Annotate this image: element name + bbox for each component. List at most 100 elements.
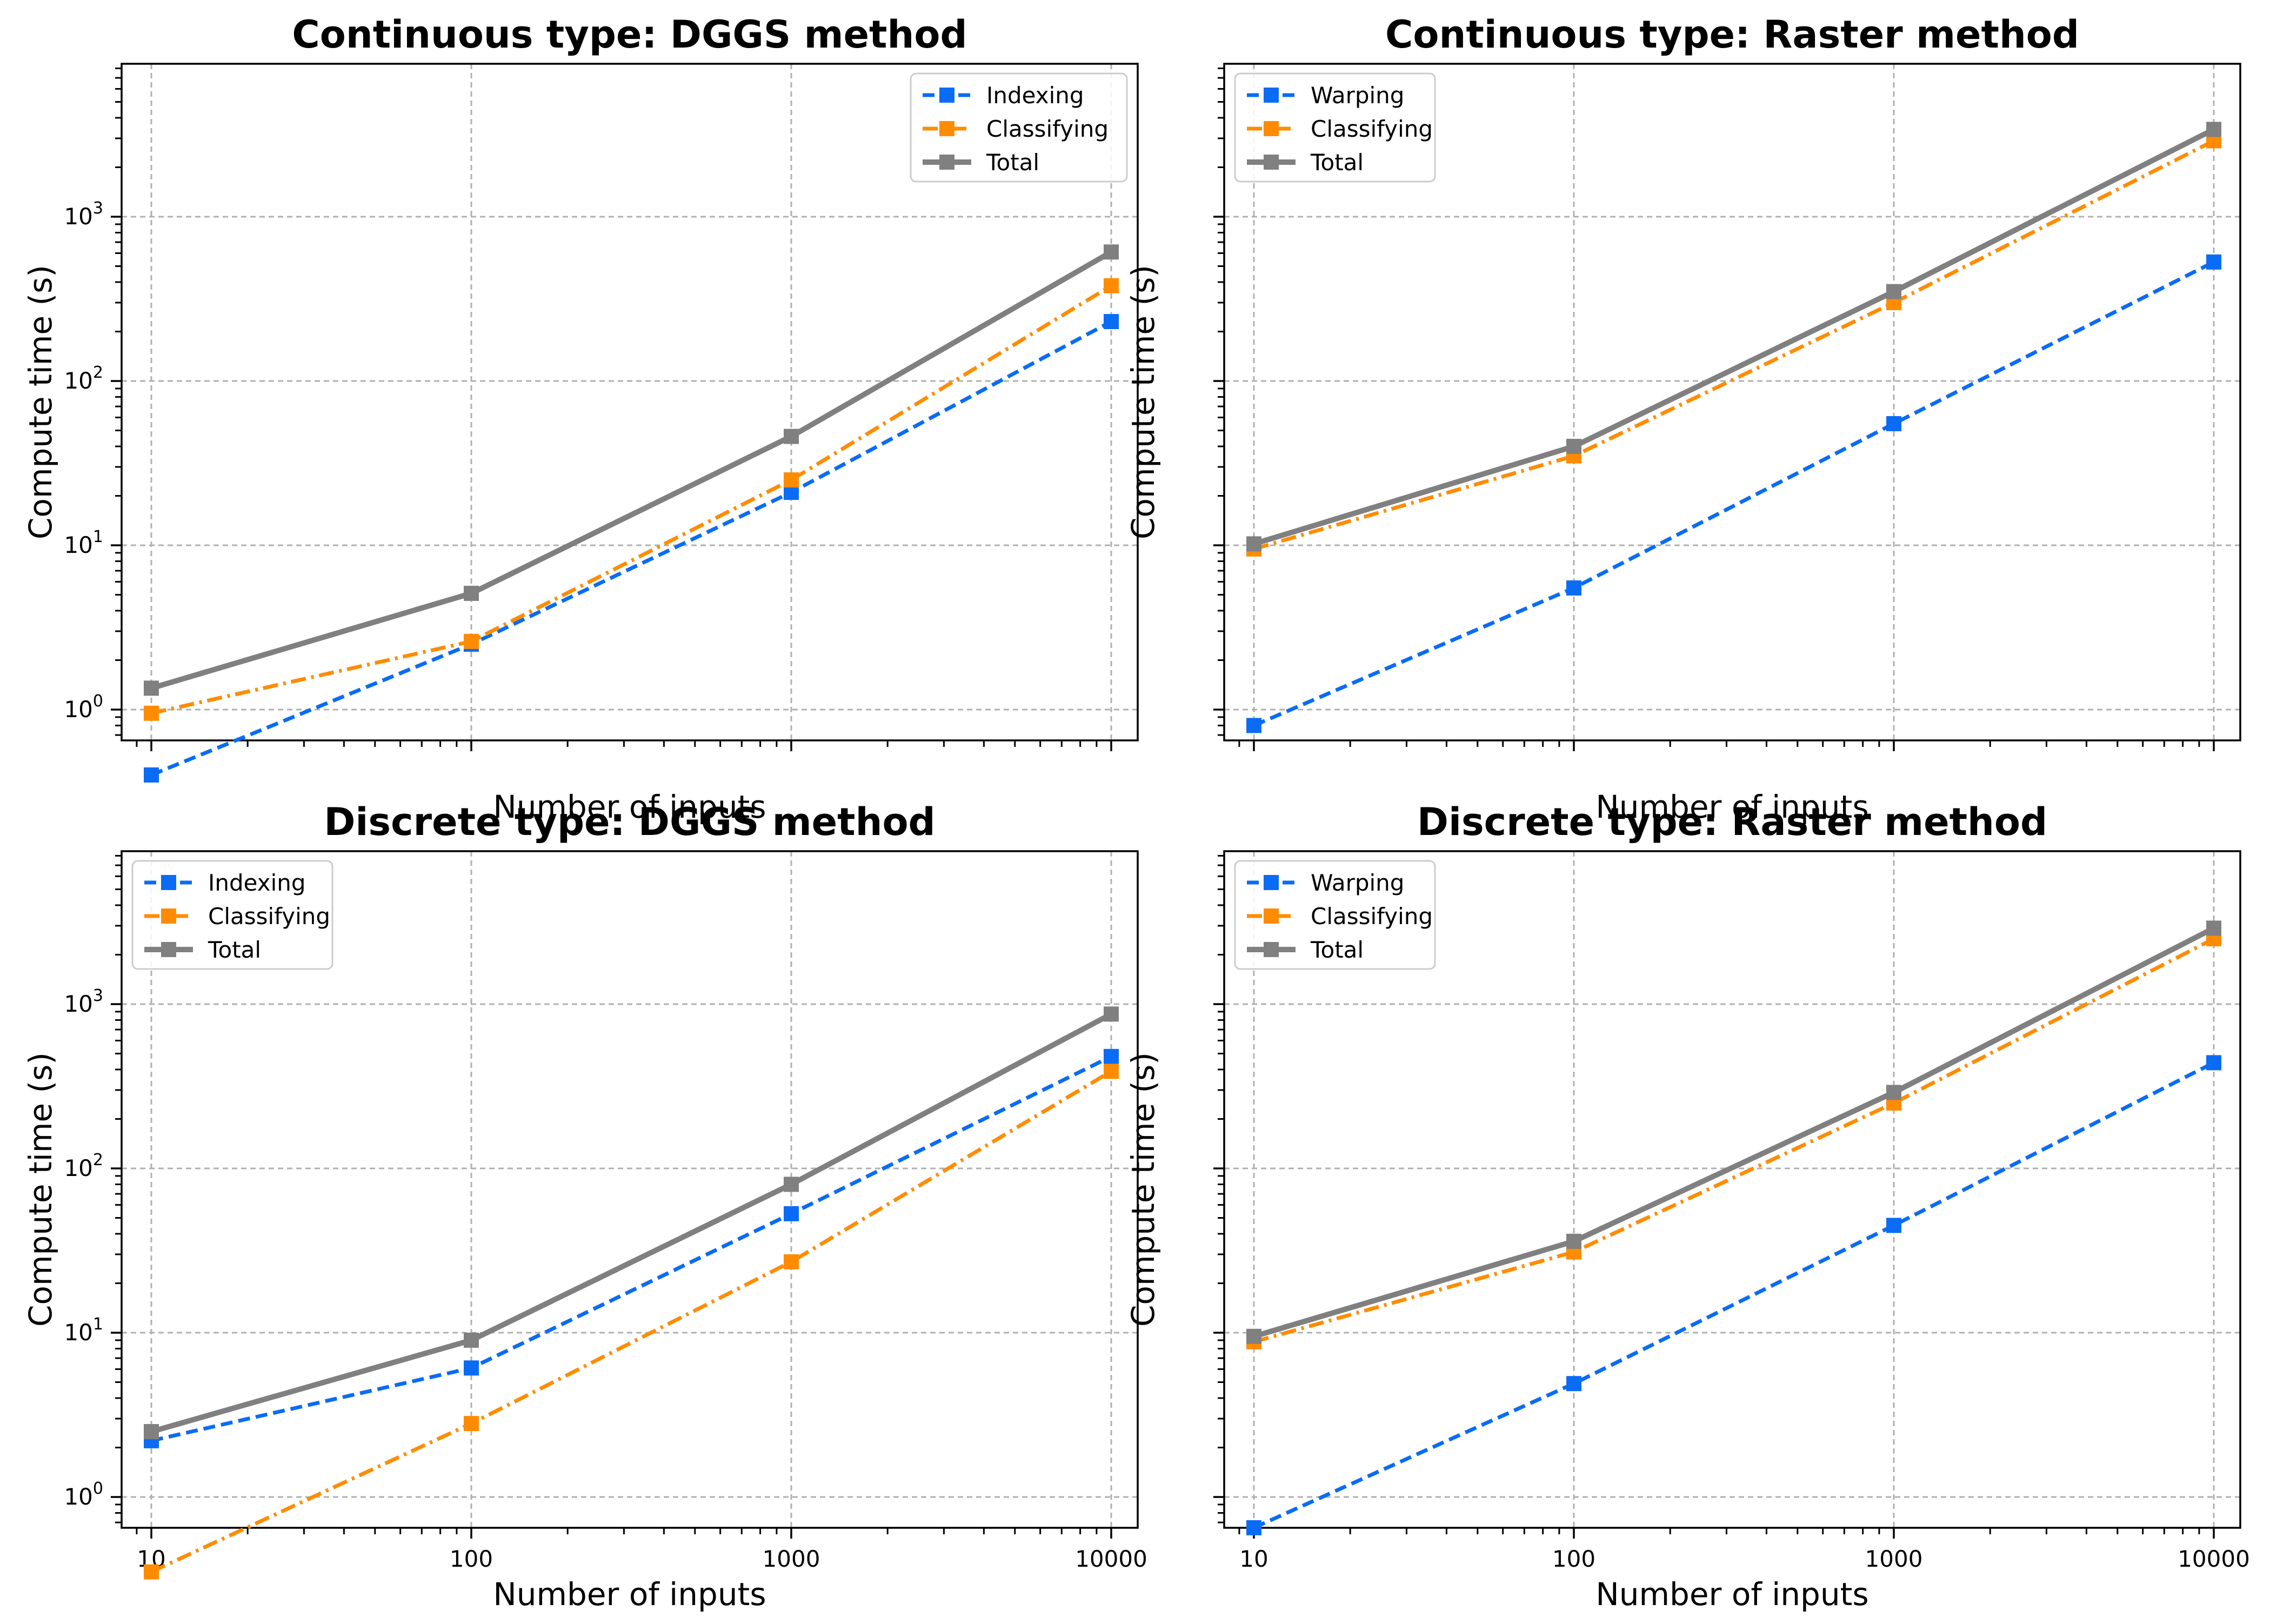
- data-point-total: [2206, 920, 2221, 936]
- legend-label: Total: [208, 937, 261, 963]
- x-tick-label: 1000: [1865, 1546, 1923, 1572]
- legend-label: Classifying: [1311, 116, 1433, 142]
- plot-frame: [1223, 850, 2241, 1529]
- series-line-total: [1253, 126, 2215, 547]
- legend-swatch-marker: [1264, 88, 1279, 103]
- data-point-classifying: [144, 1564, 159, 1580]
- legend-swatch-marker: [161, 942, 176, 957]
- data-point-total: [1886, 1085, 1901, 1100]
- series-line-total: [150, 249, 1113, 691]
- y-axis-label: Compute time (s): [1125, 265, 1161, 539]
- legend: Warping Classifying Total: [1234, 72, 1436, 183]
- data-point-classifying: [784, 472, 799, 488]
- data-point-warping: [2206, 1055, 2221, 1071]
- y-tick-label: 103: [64, 986, 103, 1017]
- legend-box: [910, 72, 1128, 183]
- plot-frame: [121, 63, 1139, 741]
- legend: Warping Classifying Total: [1234, 860, 1436, 970]
- legend-label: Total: [1310, 149, 1364, 176]
- series-line-total: [1253, 925, 2215, 1339]
- y-tick-label: 102: [64, 1151, 103, 1181]
- y-axis-label: Compute time (s): [22, 265, 59, 539]
- y-tick-label: 102: [64, 363, 103, 394]
- x-tick-label: 100: [1552, 1546, 1595, 1572]
- x-tick-label: 10000: [1075, 1546, 1147, 1572]
- data-point-total: [2206, 122, 2221, 137]
- chart-title: Discrete type: Raster method: [1417, 800, 2047, 844]
- legend-swatch-marker: [1264, 155, 1279, 170]
- plot-frame: [121, 850, 1139, 1529]
- data-point-total: [1246, 536, 1261, 552]
- chart-title: Continuous type: Raster method: [1385, 12, 2079, 57]
- legend-box: [1234, 860, 1436, 970]
- data-point-total: [464, 585, 479, 601]
- data-point-warping: [1246, 718, 1261, 733]
- data-point-warping: [1566, 580, 1581, 596]
- data-point-indexing: [1104, 314, 1119, 330]
- legend-label: Warping: [1311, 870, 1404, 896]
- legend-swatch-marker: [939, 121, 954, 136]
- series-line-warping: [1253, 260, 2215, 727]
- data-point-classifying: [144, 705, 159, 721]
- data-point-total: [1104, 1006, 1119, 1022]
- plot-frame: [1223, 63, 2241, 741]
- x-tick-label: 10000: [2178, 1546, 2250, 1572]
- data-point-warping: [1246, 1520, 1261, 1535]
- data-point-total: [144, 1424, 159, 1440]
- y-axis-label: Compute time (s): [22, 1052, 59, 1327]
- data-point-classifying: [1104, 1064, 1119, 1079]
- y-tick-label: 101: [64, 1315, 103, 1346]
- series-line-indexing: [150, 319, 1112, 777]
- legend-swatch-marker: [1264, 908, 1279, 924]
- data-point-classifying: [784, 1254, 799, 1269]
- legend-box: [1234, 72, 1436, 183]
- series-line-classifying: [1253, 139, 2215, 551]
- legend-label: Total: [986, 149, 1039, 176]
- data-point-total: [144, 680, 159, 696]
- series-line-classifying: [150, 1070, 1112, 1574]
- legend-label: Classifying: [208, 903, 330, 930]
- data-point-classifying: [464, 1416, 479, 1432]
- series-line-classifying: [1253, 937, 2215, 1344]
- chart-title: Discrete type: DGGS method: [324, 800, 935, 844]
- legend-label: Total: [1310, 937, 1364, 963]
- x-axis-label: Number of inputs: [493, 788, 766, 825]
- legend-label: Indexing: [208, 870, 306, 896]
- legend-label: Classifying: [1311, 903, 1433, 930]
- chart-panel-1: 100 101 102 103 Continuous type: DGGS method…: [22, 12, 1139, 825]
- legend-label: Classifying: [986, 116, 1109, 142]
- legend-swatch-marker: [161, 875, 176, 890]
- data-point-indexing: [464, 1360, 479, 1376]
- legend-box: [131, 860, 333, 970]
- data-point-warping: [1566, 1376, 1581, 1392]
- data-point-total: [1566, 1233, 1581, 1249]
- data-point-classifying: [464, 633, 479, 649]
- y-tick-label: 100: [64, 692, 103, 723]
- data-point-classifying: [1104, 278, 1119, 293]
- series-line-classifying: [151, 284, 1112, 716]
- data-point-total: [1246, 1328, 1261, 1344]
- data-point-indexing: [144, 767, 159, 783]
- y-axis-label: Compute time (s): [1125, 1052, 1161, 1327]
- legend: Indexing Classifying Total: [910, 72, 1128, 183]
- data-point-warping: [1886, 1218, 1901, 1233]
- legend-label: Warping: [1311, 82, 1404, 109]
- series-line-indexing: [151, 1054, 1112, 1443]
- legend-swatch-marker: [939, 155, 954, 170]
- y-tick-label: 103: [64, 199, 103, 230]
- legend-label: Indexing: [986, 82, 1084, 109]
- chart-panel-4: 10 100 1000 10000 Discrete type: Raster meth…: [1125, 800, 2250, 1613]
- legend: Indexing Classifying Total: [131, 860, 333, 970]
- y-tick-label: 100: [64, 1479, 103, 1510]
- legend-swatch-marker: [1264, 875, 1279, 890]
- data-point-total: [464, 1332, 479, 1348]
- data-point-total: [784, 429, 799, 444]
- legend-swatch-marker: [161, 908, 176, 924]
- data-point-warping: [1886, 416, 1901, 431]
- x-tick-label: 10: [1239, 1546, 1268, 1572]
- data-point-warping: [2206, 254, 2221, 270]
- x-tick-label: 1000: [763, 1546, 820, 1572]
- data-point-total: [1104, 244, 1119, 260]
